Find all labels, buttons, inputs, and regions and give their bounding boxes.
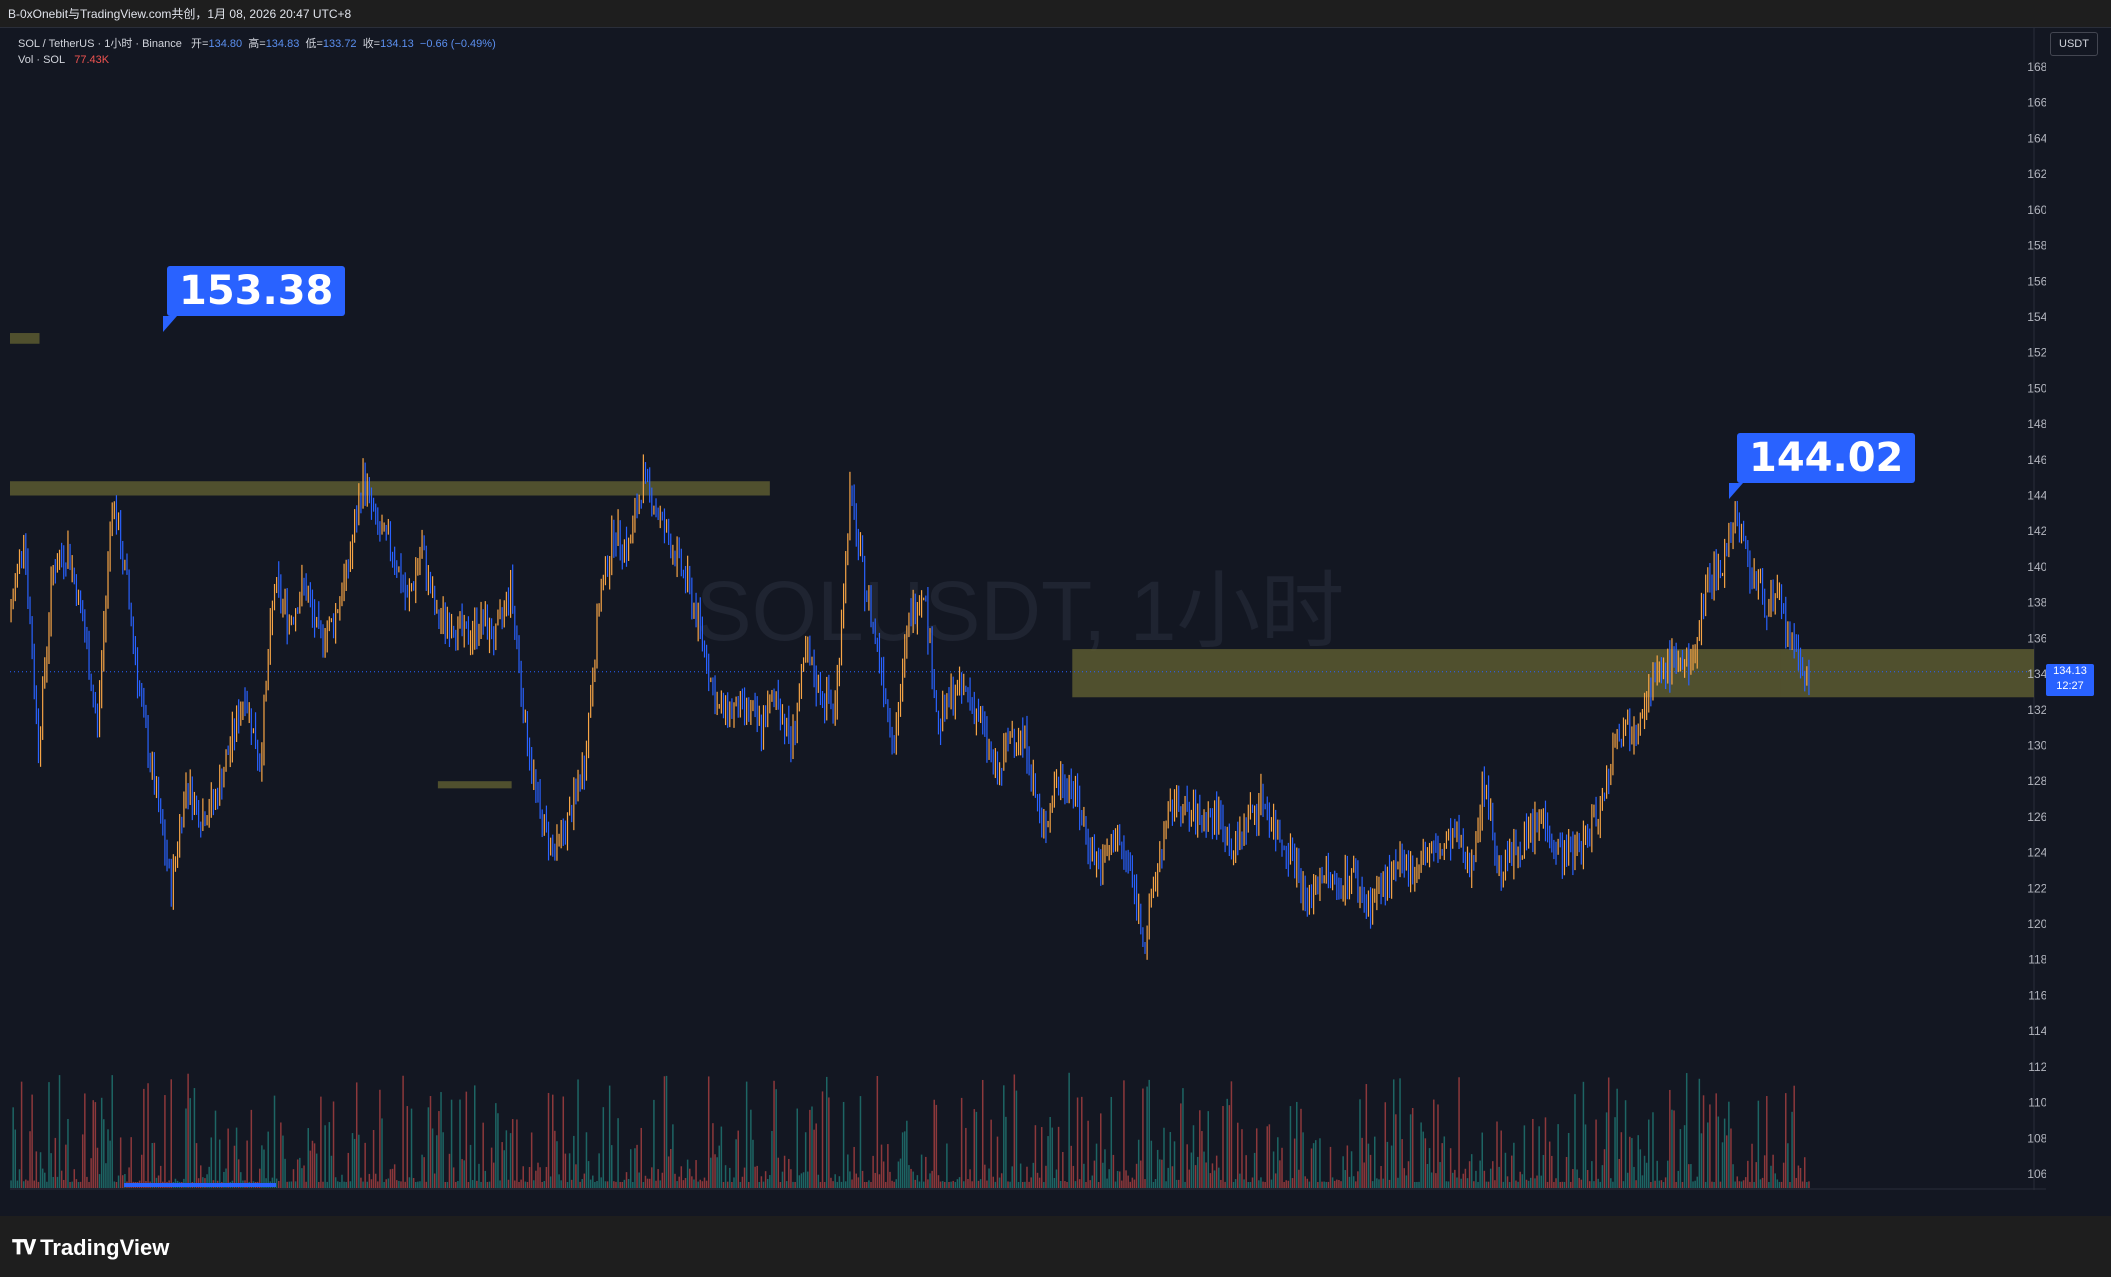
support-resistance-zone [1072,649,1781,698]
price-axis-tick-label: 168.00 [2027,60,2046,74]
price-axis-tick-label: 154.00 [2027,310,2046,324]
price-axis-tick-label: 166.00 [2027,96,2046,110]
price-axis-tick-label: 136.00 [2027,631,2046,645]
price-axis-tick-label: 160.00 [2027,203,2046,217]
callout-1-tail [163,316,177,332]
bar-countdown: 12:27 [2056,680,2084,692]
price-axis-tick-label: 126.00 [2027,810,2046,824]
price-axis-tick-label: 132.00 [2027,703,2046,717]
price-axis-tick-label: 114.00 [2028,1024,2046,1038]
price-axis-tick-label: 156.00 [2027,274,2046,288]
high-label: 高= [248,38,266,50]
price-callout-recent[interactable]: 144.02 [1729,433,1916,499]
price-axis-tick-label: 128.00 [2027,774,2046,788]
tradingview-logo[interactable]: 𝐓𝐕 TradingView [12,1235,169,1261]
callout-2-tail [1729,483,1743,499]
open-label: 开= [191,38,209,50]
callout-2-text: 144.02 [1749,435,1904,481]
ohlc-row: SOL / TetherUS · 1小时 · Binance 开=134.80 … [18,36,496,52]
price-callout-high[interactable]: 153.38 [163,266,346,332]
price-axis-tick-label: 108.00 [2027,1131,2046,1145]
chart-watermark: SOLUSDT, 1小时 [696,564,1345,658]
support-resistance-zone [10,481,770,496]
symbol-label[interactable]: SOL / TetherUS · 1小时 · Binance [18,38,182,50]
price-axis-tick-label: 106.00 [2027,1167,2046,1181]
price-axis-tick-label: 116.00 [2028,988,2046,1002]
time-range-highlight [124,1183,276,1187]
price-axis-tick-label: 150.00 [2027,381,2046,395]
callout-1-text: 153.38 [179,268,334,314]
chart-area[interactable]: SOLUSDT, 1小时 168.00 166.00 164.00 162.00 160.… [10,28,2046,1190]
support-resistance-zone [10,333,40,344]
price-chart[interactable]: SOLUSDT, 1小时 168.00 166.00 164.00 162.00 160.… [10,28,2046,1190]
last-price-tag: 134.13 12:27 [2046,664,2094,696]
brand-name: TradingView [40,1235,170,1260]
footer-bar [0,1216,2111,1277]
price-axis-tick-label: 110.00 [2028,1096,2046,1110]
price-axis-tick-label: 158.00 [2027,239,2046,253]
price-axis-tick-label: 142.00 [2027,524,2046,538]
price-axis-tick-label: 138.00 [2027,596,2046,610]
price-axis-tick-label: 164.00 [2027,131,2046,145]
support-resistance-zone [1780,649,2034,698]
price-axis-tick-label: 146.00 [2027,453,2046,467]
volume-label[interactable]: Vol · SOL [18,54,66,66]
price-axis-tick-label: 130.00 [2027,738,2046,752]
low-value: 133.72 [322,38,357,50]
price-axis-tick-label: 140.00 [2027,560,2046,574]
support-resistance-zone [437,781,512,789]
price-axis-tick-label: 134.00 [2027,667,2046,681]
last-price-value: 134.13 [2053,665,2087,677]
volume-row: Vol · SOL 77.43K [18,52,496,68]
close-label: 收= [362,38,381,50]
window-title-bar: B-0xOnebit与TradingView.com共创，1月 08, 2026… [0,0,2111,28]
price-axis-tick-label: 122.00 [2027,881,2046,895]
tradingview-mark-icon: 𝐓𝐕 [12,1236,36,1259]
change-value: −0.66 (−0.49%) [419,38,496,50]
high-value: 134.83 [265,38,300,50]
price-axis-tick-label: 148.00 [2027,417,2046,431]
price-axis-tick-label: 112.00 [2028,1060,2046,1074]
price-axis-tick-label: 124.00 [2027,846,2046,860]
open-value: 134.80 [208,38,243,50]
low-label: 低= [305,38,323,50]
volume-value: 77.43K [74,54,110,66]
chart-title: B-0xOnebit与TradingView.com共创，1月 08, 2026… [8,7,352,21]
price-axis-tick-label: 120.00 [2027,917,2046,931]
close-value: 134.13 [380,38,414,50]
price-axis-tick-label: 152.00 [2027,346,2046,360]
price-axis-tick-label: 144.00 [2027,489,2046,503]
symbol-legend: SOL / TetherUS · 1小时 · Binance 开=134.80 … [18,36,496,68]
price-axis-tick-label: 118.00 [2028,953,2046,967]
currency-selector[interactable]: USDT [2050,32,2098,56]
price-axis-tick-label: 162.00 [2027,167,2046,181]
